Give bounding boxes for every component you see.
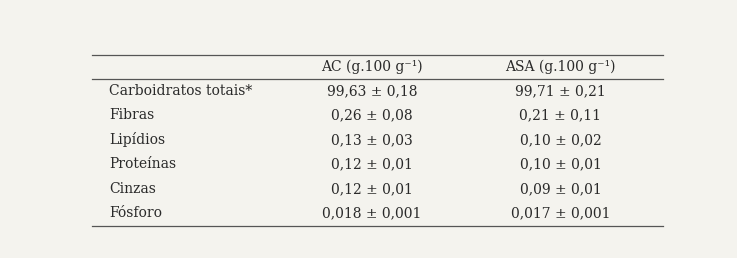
Text: 99,63 ± 0,18: 99,63 ± 0,18 (326, 84, 417, 98)
Text: 0,12 ± 0,01: 0,12 ± 0,01 (331, 157, 413, 171)
Text: 0,10 ± 0,01: 0,10 ± 0,01 (520, 157, 601, 171)
Text: 0,12 ± 0,01: 0,12 ± 0,01 (331, 182, 413, 196)
Text: 99,71 ± 0,21: 99,71 ± 0,21 (515, 84, 606, 98)
Text: Cinzas: Cinzas (109, 182, 156, 196)
Text: Proteínas: Proteínas (109, 157, 176, 171)
Text: Lipídios: Lipídios (109, 132, 165, 147)
Text: 0,017 ± 0,001: 0,017 ± 0,001 (511, 206, 610, 220)
Text: Fibras: Fibras (109, 108, 155, 122)
Text: 0,10 ± 0,02: 0,10 ± 0,02 (520, 133, 601, 147)
Text: Fósforo: Fósforo (109, 206, 162, 220)
Text: ASA (g.100 g⁻¹): ASA (g.100 g⁻¹) (506, 60, 615, 74)
Text: Carboidratos totais*: Carboidratos totais* (109, 84, 253, 98)
Text: 0,09 ± 0,01: 0,09 ± 0,01 (520, 182, 601, 196)
Text: 0,26 ± 0,08: 0,26 ± 0,08 (331, 108, 413, 122)
Text: 0,13 ± 0,03: 0,13 ± 0,03 (331, 133, 413, 147)
Text: 0,21 ± 0,11: 0,21 ± 0,11 (520, 108, 601, 122)
Text: 0,018 ± 0,001: 0,018 ± 0,001 (322, 206, 422, 220)
Text: AC (g.100 g⁻¹): AC (g.100 g⁻¹) (321, 60, 423, 74)
